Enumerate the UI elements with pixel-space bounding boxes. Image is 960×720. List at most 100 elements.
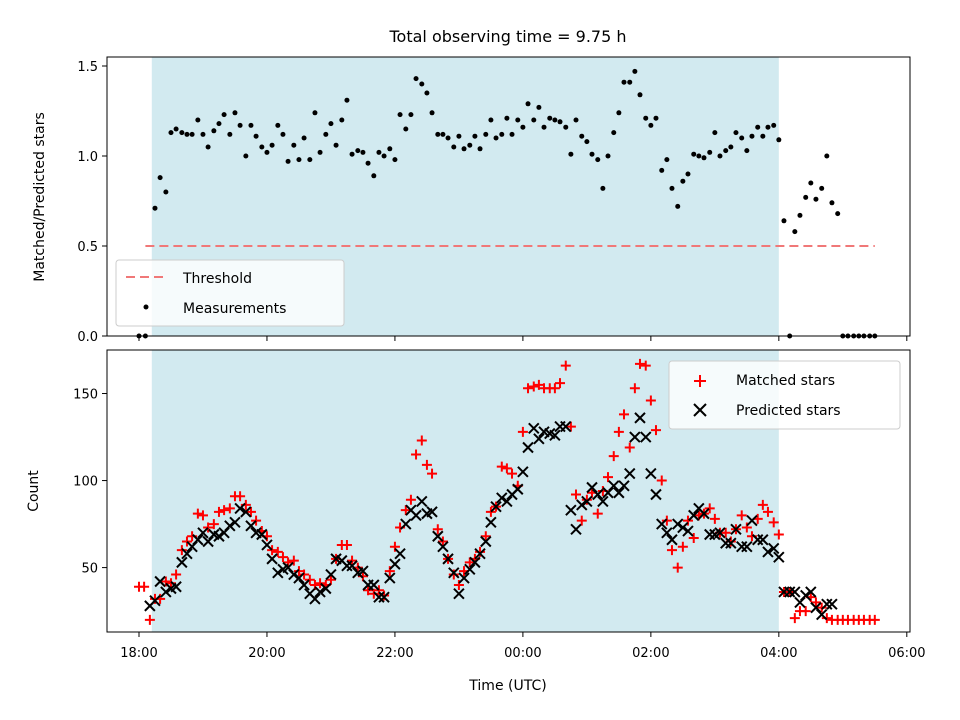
matched-point (810, 597, 821, 608)
matched-point (768, 517, 779, 528)
count-y-tick-label: 100 (73, 475, 98, 490)
predicted-point (320, 582, 332, 595)
measurement-point (499, 131, 505, 137)
measurement-point (493, 135, 499, 141)
measurement-point (275, 122, 281, 128)
matched-point (656, 475, 667, 486)
matched-point (640, 360, 651, 371)
measurement-point (536, 104, 542, 110)
counts-panel: 50 100 150 18:00 20:00 22:00 00:00 02:00 04:00 0… (26, 349, 926, 694)
predicted-point (666, 534, 678, 546)
threshold-legend-label: Threshold (182, 271, 252, 287)
measurement-point (771, 122, 777, 128)
matched-point (203, 522, 214, 533)
measurement-point (648, 122, 654, 128)
measurement-point (717, 153, 723, 159)
x-tick-label: 20:00 (248, 646, 285, 661)
predicted-point (256, 528, 268, 541)
measurement-point (813, 196, 819, 202)
predicted-point (688, 509, 700, 522)
matched-point (677, 541, 688, 552)
matched-point (421, 459, 432, 470)
matched-point (485, 506, 496, 517)
predicted-point (656, 518, 668, 530)
predicted-point (773, 551, 785, 563)
predicted-point (368, 579, 380, 591)
matched-point (224, 503, 235, 514)
measurement-point (547, 115, 553, 121)
measurement-point (371, 173, 377, 179)
predicted-point (528, 422, 540, 435)
measurement-point (723, 148, 729, 154)
matched-point (448, 569, 459, 580)
predicted-point (581, 495, 593, 508)
x-axis: 18:00 20:00 22:00 00:00 02:00 04:00 06:00 (120, 632, 926, 661)
predicted-point (245, 520, 257, 532)
matched-point (741, 522, 752, 533)
matched-point (208, 519, 219, 530)
predicted-point (442, 553, 454, 565)
measurement-point (568, 151, 574, 157)
matched-point (789, 613, 800, 624)
ratio-y-tick-label: 0.0 (77, 330, 98, 345)
x-tick-label: 18:00 (120, 646, 157, 661)
count-y-tick-label: 150 (73, 388, 98, 403)
predicted-point (448, 567, 460, 579)
matched-point (325, 574, 336, 585)
predicted-point (453, 587, 465, 600)
measurement-point (573, 117, 579, 123)
measurement-point (781, 218, 787, 224)
measurements-legend-swatch (143, 304, 149, 310)
predicted-point (677, 521, 689, 534)
measurement-point (269, 142, 275, 148)
matched-point (602, 472, 613, 483)
measurement-point (179, 130, 185, 136)
matched-point (347, 555, 358, 566)
measurement-point (227, 131, 233, 137)
measurement-point (691, 151, 697, 157)
matched-point (245, 506, 256, 517)
predicted-point (384, 572, 396, 584)
predicted-point (314, 586, 326, 598)
measurement-point (509, 131, 515, 137)
matched-point (634, 358, 645, 369)
predicted-point (741, 540, 753, 553)
predicted-point (298, 579, 310, 591)
predicted-point (618, 480, 630, 492)
matched-point (293, 566, 304, 577)
matched-point (666, 545, 677, 556)
predicted-point (170, 581, 182, 593)
measurement-point (173, 126, 179, 132)
measurement-point (525, 101, 531, 107)
matched-point (315, 578, 326, 589)
measurement-point (339, 117, 345, 123)
ratio-legend: Threshold Measurements (115, 259, 345, 327)
measurement-point (621, 79, 627, 85)
predicted-point (426, 506, 438, 518)
matched-point (773, 529, 784, 540)
measurement-point (248, 122, 254, 128)
predicted-point (720, 537, 732, 549)
measurement-point (669, 185, 675, 191)
measurement-point (301, 135, 307, 141)
measurement-point (216, 121, 222, 127)
measurement-point (579, 133, 585, 139)
measurement-point (200, 131, 206, 137)
x-tick-label: 02:00 (632, 646, 669, 661)
matched-point (165, 578, 176, 589)
count-y-label: Count (26, 470, 42, 512)
measurement-point (429, 110, 435, 116)
measurement-point (680, 178, 686, 184)
predicted-point (309, 593, 321, 605)
measurement-point (467, 142, 473, 148)
predicted-point (533, 433, 545, 445)
ratio-frame (106, 56, 911, 337)
measurement-point (504, 115, 510, 121)
matched-point (251, 515, 262, 526)
measurement-point (365, 160, 371, 166)
count-y-axis: 50 100 150 (73, 388, 107, 577)
matched-point (272, 546, 283, 557)
ratio-x-ticks (138, 336, 908, 341)
measurement-point (237, 122, 243, 128)
